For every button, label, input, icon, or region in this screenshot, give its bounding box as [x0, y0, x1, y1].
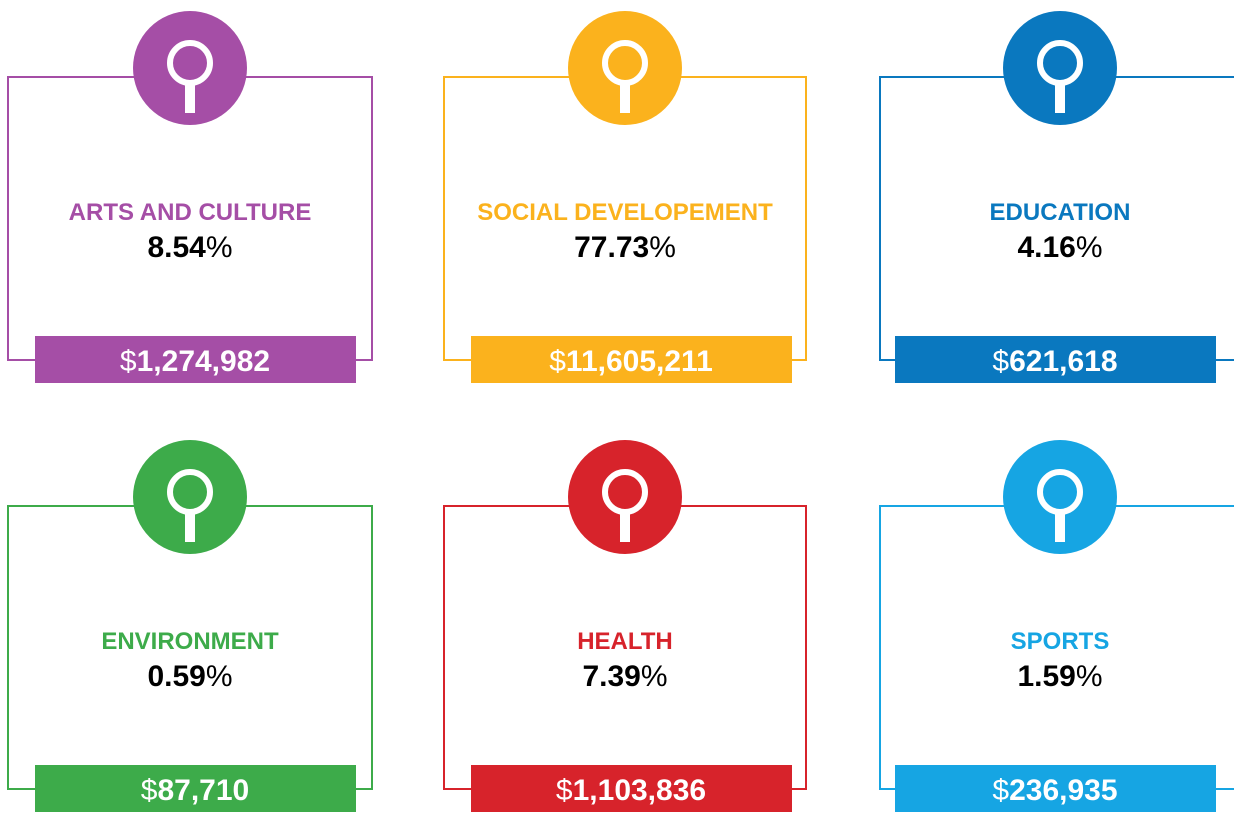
card-title: SPORTS	[1011, 628, 1110, 655]
amount-value: 621,618	[1009, 345, 1117, 378]
amount-band	[35, 336, 356, 383]
icon-glyph	[185, 83, 195, 113]
card-title: EDUCATION	[990, 199, 1131, 226]
amount-band	[471, 765, 792, 812]
percent-unit: %	[1076, 660, 1103, 693]
card-icon	[568, 440, 682, 554]
icon-glyph	[620, 83, 630, 113]
card: SOCIAL DEVELOPEMENT 77.73% $11,605,211	[443, 11, 807, 383]
percent-value: 4.16	[1017, 231, 1075, 264]
currency: $	[141, 774, 158, 807]
card-amount: $87,710	[141, 774, 249, 807]
card-amount: $1,103,836	[556, 774, 706, 807]
amount-value: 87,710	[157, 774, 249, 807]
icon-glyph	[1055, 83, 1065, 113]
percent-unit: %	[206, 231, 233, 264]
percent-value: 1.59	[1017, 660, 1075, 693]
currency: $	[549, 345, 566, 378]
currency: $	[120, 345, 137, 378]
icon-glyph	[185, 512, 195, 542]
amount-value: 236,935	[1009, 774, 1117, 807]
currency: $	[556, 774, 573, 807]
card-icon	[133, 11, 247, 125]
card: EDUCATION 4.16% $621,618	[879, 11, 1234, 383]
card-icon	[568, 11, 682, 125]
card: SPORTS 1.59% $236,935	[879, 440, 1234, 812]
card-title: HEALTH	[577, 628, 673, 655]
percent-unit: %	[641, 660, 668, 693]
card-title: ARTS AND CULTURE	[69, 199, 312, 226]
currency: $	[992, 774, 1009, 807]
card-amount: $11,605,211	[549, 345, 713, 378]
amount-value: 1,274,982	[137, 345, 270, 378]
card-percent: 4.16%	[1017, 231, 1102, 264]
percent-value: 77.73	[574, 231, 649, 264]
card: ENVIRONMENT 0.59% $87,710	[7, 440, 373, 812]
card-percent: 0.59%	[147, 660, 232, 693]
percent-value: 8.54	[147, 231, 206, 264]
card: HEALTH 7.39% $1,103,836	[443, 440, 807, 812]
percent-value: 0.59	[147, 660, 205, 693]
card-amount: $621,618	[992, 345, 1117, 378]
amount-band	[471, 336, 792, 383]
card-icon	[1003, 11, 1117, 125]
amount-value: 1,103,836	[573, 774, 706, 807]
card-percent: 77.73%	[574, 231, 676, 264]
icon-glyph	[620, 512, 630, 542]
card-percent: 1.59%	[1017, 660, 1102, 693]
percent-unit: %	[649, 231, 676, 264]
card-percent: 8.54%	[147, 231, 232, 264]
amount-band	[35, 765, 356, 812]
card-icon	[1003, 440, 1117, 554]
percent-value: 7.39	[582, 660, 640, 693]
amount-value: 11,605,211	[566, 345, 713, 378]
card-icon	[133, 440, 247, 554]
currency: $	[992, 345, 1009, 378]
icon-glyph	[1055, 512, 1065, 542]
card-title: SOCIAL DEVELOPEMENT	[477, 199, 773, 226]
card-amount: $236,935	[992, 774, 1117, 807]
percent-unit: %	[1076, 231, 1103, 264]
percent-unit: %	[206, 660, 233, 693]
amount-band	[895, 765, 1216, 812]
card-amount: $1,274,982	[120, 345, 270, 378]
card-title: ENVIRONMENT	[101, 628, 279, 655]
card-percent: 7.39%	[582, 660, 667, 693]
card: ARTS AND CULTURE 8.54% $1,274,982	[7, 11, 373, 383]
amount-band	[895, 336, 1216, 383]
